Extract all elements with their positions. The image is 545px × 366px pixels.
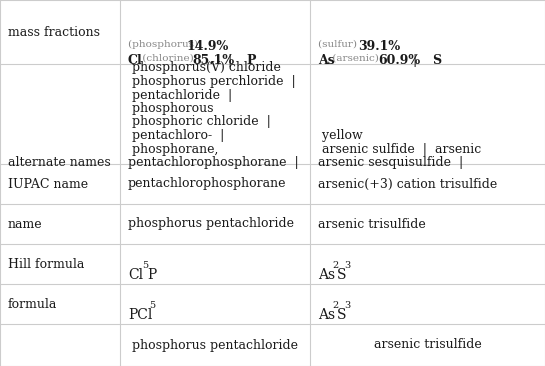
Text: PCl: PCl: [128, 308, 153, 322]
Text: Cl: Cl: [128, 54, 143, 67]
Text: P: P: [247, 54, 256, 67]
Text: (chlorine): (chlorine): [139, 54, 197, 63]
Text: name: name: [8, 217, 43, 231]
Text: 3: 3: [344, 261, 350, 270]
Text: 2: 2: [332, 301, 338, 310]
Text: pentachlorophosphorane  |: pentachlorophosphorane |: [128, 156, 299, 169]
Text: phosphoric chloride  |: phosphoric chloride |: [128, 116, 271, 128]
Text: arsenic sesquisulfide  |: arsenic sesquisulfide |: [318, 156, 463, 169]
Text: formula: formula: [8, 298, 57, 310]
Text: |: |: [220, 54, 240, 67]
Text: arsenic trisulfide: arsenic trisulfide: [318, 217, 426, 231]
Text: 60.9%: 60.9%: [378, 54, 420, 67]
Text: S: S: [337, 268, 347, 282]
Text: phosphorus pentachloride: phosphorus pentachloride: [132, 339, 298, 351]
Text: alternate names: alternate names: [8, 156, 111, 169]
Text: (sulfur): (sulfur): [318, 40, 360, 49]
Text: phosphorus pentachloride: phosphorus pentachloride: [128, 217, 294, 231]
Text: IUPAC name: IUPAC name: [8, 178, 88, 190]
Text: Hill formula: Hill formula: [8, 258, 84, 270]
Text: As: As: [318, 54, 335, 67]
Text: 39.1%: 39.1%: [359, 40, 401, 52]
Text: Cl: Cl: [128, 268, 143, 282]
Text: pentachlorophosphorane: pentachlorophosphorane: [128, 178, 287, 190]
Text: mass fractions: mass fractions: [8, 26, 100, 38]
Text: phosphorus perchloride  |: phosphorus perchloride |: [128, 75, 296, 88]
Text: 85.1%: 85.1%: [193, 54, 235, 67]
Text: (phosphorus): (phosphorus): [128, 40, 201, 49]
Text: phosphorane,: phosphorane,: [128, 142, 219, 156]
Text: 5: 5: [142, 261, 149, 270]
Text: arsenic sulfide  |  arsenic: arsenic sulfide | arsenic: [318, 142, 481, 156]
Text: yellow: yellow: [318, 129, 363, 142]
Text: P: P: [147, 268, 156, 282]
Text: As: As: [318, 268, 335, 282]
Text: S: S: [432, 54, 441, 67]
Text: (arsenic): (arsenic): [329, 54, 382, 63]
Text: phosphorous: phosphorous: [128, 102, 214, 115]
Text: phosphorus(V) chloride: phosphorus(V) chloride: [128, 61, 281, 75]
Text: pentachloro-  |: pentachloro- |: [128, 129, 225, 142]
Text: arsenic(+3) cation trisulfide: arsenic(+3) cation trisulfide: [318, 178, 497, 190]
Text: 2: 2: [332, 261, 338, 270]
Text: 5: 5: [149, 301, 156, 310]
Text: As: As: [318, 308, 335, 322]
Text: |: |: [405, 54, 426, 67]
Text: 14.9%: 14.9%: [186, 40, 229, 52]
Text: arsenic trisulfide: arsenic trisulfide: [374, 339, 481, 351]
Text: pentachloride  |: pentachloride |: [128, 89, 232, 101]
Text: 3: 3: [344, 301, 350, 310]
Text: S: S: [337, 308, 347, 322]
